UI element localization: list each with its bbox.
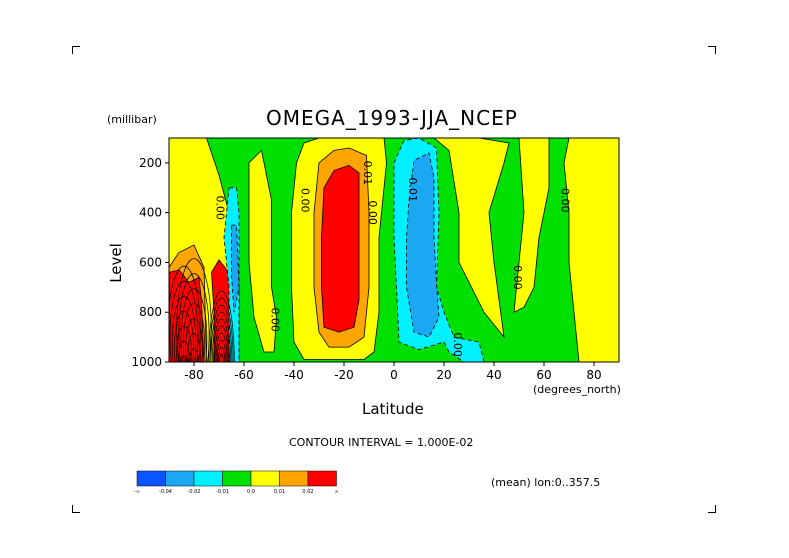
contour-region-4 [433, 138, 510, 339]
contour-region-14 [406, 152, 440, 338]
x-tick-label-5: 20 [436, 368, 451, 382]
contour-label-8: 0.00 [559, 188, 572, 213]
polar-contour-line-10 [169, 280, 199, 362]
colorbar-label-3: -0.01 [216, 489, 229, 495]
contour-label-4: 0.00 [366, 200, 379, 225]
polar-contour-line-b0 [219, 353, 224, 362]
polar-contour-line-b5 [213, 318, 230, 362]
x-tick-label-1: -60 [234, 368, 254, 382]
contour-label-3: 0.01 [361, 161, 374, 186]
y-tick-label-3: 800 [139, 305, 162, 319]
x-tick-label-6: 40 [486, 368, 501, 382]
polar-contour-line-11 [178, 273, 210, 362]
x-tick-label-0: -80 [184, 368, 204, 382]
contour-region-0 [169, 138, 619, 362]
polar-contour-line-b4 [214, 325, 229, 362]
y-axis-unit: (millibar) [107, 113, 157, 126]
polar-contour-line-9 [180, 288, 208, 362]
colorbar-label-7: ∞ [334, 489, 338, 495]
x-tick-label-8: 80 [586, 368, 601, 382]
crop-mark-top-left [72, 46, 80, 54]
contour-label-5: -0.01 [406, 174, 419, 202]
x-tick-label-4: 0 [390, 368, 398, 382]
polar-contour-line-b3 [215, 332, 228, 362]
contour-region-15 [231, 224, 240, 313]
polar-contour-line-2 [178, 340, 190, 362]
polar-contour-line-b9 [208, 290, 235, 362]
colorbar-label-2: -0.02 [188, 489, 201, 495]
x-tick-label-7: 60 [536, 368, 551, 382]
x-tick-label-2: -40 [284, 368, 304, 382]
crop-mark-top-right [708, 46, 716, 54]
colorbar-swatch-2 [193, 470, 223, 487]
y-tick-label-1: 400 [139, 206, 162, 220]
x-axis-unit: (degrees_north) [533, 383, 621, 396]
contour-region-2 [248, 149, 277, 353]
y-tick-label-2: 600 [139, 255, 162, 269]
colorbar-label-6: 0.02 [302, 489, 313, 495]
contour-region-5 [513, 138, 550, 313]
contour-label-0: 0.00 [214, 195, 227, 220]
contour-label-1: 0.00 [269, 307, 282, 332]
colorbar-swatch-3 [222, 470, 252, 487]
colorbar-swatch-0 [136, 470, 166, 487]
x-tick-label-3: -20 [334, 368, 354, 382]
polar-contour-line-b7 [210, 304, 233, 362]
polar-contour-line-3 [187, 333, 201, 362]
polar-contour-line-4 [176, 325, 192, 362]
polar-contour-line-1 [189, 348, 199, 362]
y-tick-label-0: 200 [139, 156, 162, 170]
colorbar-swatch-1 [165, 470, 195, 487]
polar-contour-line-12 [169, 265, 201, 362]
colorbar-swatch-4 [250, 470, 280, 487]
contour-region-6 [563, 138, 619, 362]
polar-contour-line-8 [171, 295, 197, 362]
mean-longitude-annotation: (mean) lon:0..357.5 [491, 476, 601, 489]
crop-mark-bottom-right [708, 505, 716, 513]
colorbar-swatch-5 [279, 470, 309, 487]
colorbar-label-0: -∞ [134, 489, 140, 495]
polar-contour-line-b1 [217, 346, 226, 362]
polar-contour-line-b8 [209, 297, 234, 362]
colorbar-label-4: 0.0 [247, 489, 255, 495]
polar-contour-line-b2 [216, 339, 227, 362]
colorbar-label-1: -0.04 [159, 489, 172, 495]
polar-contour-line-7 [182, 303, 206, 362]
contour-region-9 [321, 164, 360, 333]
chart-title: OMEGA_1993-JJA_NCEP [266, 106, 518, 130]
contour-label-7: 0.00 [511, 265, 524, 290]
polar-contour-line-b6 [211, 311, 232, 362]
colorbar-swatch-6 [307, 470, 337, 487]
x-axis-label: Latitude [362, 400, 424, 418]
crop-mark-bottom-left [72, 505, 80, 513]
contour-fill-group: 0.00 0.00 0.00 0.01 0.00 -0.01 0.00 0.00 0.00 [169, 138, 619, 362]
contour-interval-text: CONTOUR INTERVAL = 1.000E-02 [289, 436, 474, 449]
contour-label-2: 0.00 [299, 188, 312, 213]
polar-contour-line-6 [174, 310, 194, 362]
colorbar-label-5: 0.01 [274, 489, 285, 495]
contour-label-6: 0.00 [451, 332, 464, 357]
y-tick-label-4: 1000 [131, 355, 162, 369]
